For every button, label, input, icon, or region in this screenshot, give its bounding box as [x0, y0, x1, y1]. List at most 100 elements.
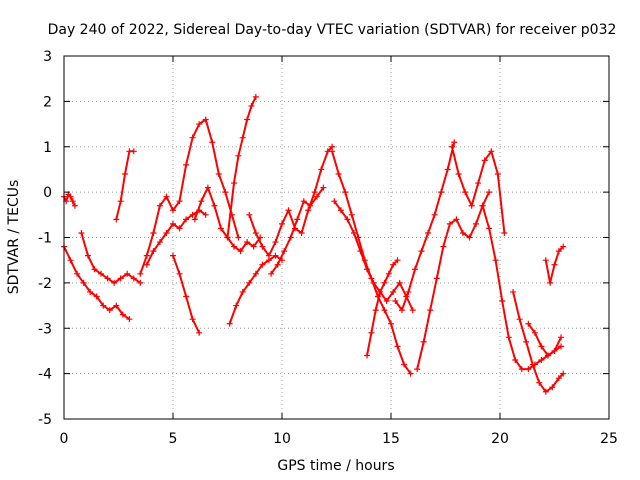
data-point: [466, 234, 473, 241]
data-point: [106, 307, 113, 314]
data-point: [555, 248, 562, 255]
data-point: [401, 361, 408, 368]
data-point: [93, 293, 100, 300]
data-point: [246, 279, 253, 286]
data-point: [320, 184, 327, 191]
data-point: [137, 279, 144, 286]
data-point: [368, 329, 375, 336]
data-point: [444, 166, 451, 173]
data-point: [183, 161, 190, 168]
data-point: [536, 379, 543, 386]
data-point: [305, 207, 312, 214]
data-point: [274, 261, 281, 268]
data-point: [252, 93, 259, 100]
series-trace: [80, 232, 141, 284]
data-point: [246, 211, 253, 218]
series-trace: [527, 323, 562, 357]
data-point: [268, 270, 275, 277]
data-point: [183, 293, 190, 300]
data-point: [459, 229, 466, 236]
series-sat-t: [510, 288, 567, 395]
series-sat-f: [143, 207, 209, 268]
data-point: [265, 252, 272, 259]
data-point: [473, 220, 480, 227]
data-point: [414, 366, 421, 373]
data-point: [499, 298, 506, 305]
data-point: [381, 279, 388, 286]
data-point: [163, 193, 170, 200]
data-point: [252, 229, 259, 236]
x-tick-label: 10: [273, 431, 291, 447]
data-point: [163, 229, 170, 236]
data-point: [137, 270, 144, 277]
series-sat-k: [246, 143, 336, 259]
data-point: [446, 220, 453, 227]
data-point: [259, 243, 266, 250]
data-point: [510, 288, 517, 295]
series-trace: [228, 254, 283, 325]
data-point: [84, 252, 91, 259]
x-tick-label: 5: [169, 431, 178, 447]
data-point: [191, 216, 198, 223]
data-point: [67, 257, 74, 264]
data-point: [250, 243, 257, 250]
data-point: [385, 270, 392, 277]
data-point: [170, 252, 176, 259]
data-point: [300, 198, 307, 205]
y-tick-label: 0: [43, 185, 52, 201]
series-sat-m: [329, 148, 414, 377]
series-trace: [416, 191, 491, 370]
data-point: [98, 270, 105, 277]
data-point: [518, 366, 525, 373]
y-tick-label: -5: [38, 412, 52, 428]
data-point: [329, 148, 336, 155]
data-point: [272, 239, 279, 246]
data-point: [411, 266, 418, 273]
data-point: [231, 180, 238, 187]
data-point: [189, 211, 196, 218]
data-point: [440, 243, 447, 250]
data-point: [486, 189, 493, 196]
data-point: [170, 220, 176, 227]
y-tick-label: -4: [38, 367, 52, 383]
data-point: [196, 329, 203, 336]
data-point: [405, 288, 412, 295]
y-tick-label: -1: [38, 231, 52, 247]
data-point: [431, 211, 438, 218]
data-point: [285, 207, 292, 214]
data-point: [481, 157, 488, 164]
data-point: [113, 216, 120, 223]
data-point: [486, 225, 493, 232]
data-point: [538, 357, 545, 364]
data-point: [100, 302, 107, 309]
data-point: [170, 207, 176, 214]
data-point: [544, 352, 551, 359]
data-point: [516, 316, 523, 323]
data-point: [462, 189, 469, 196]
data-point: [523, 338, 530, 345]
data-point: [279, 220, 285, 227]
data-point: [488, 148, 495, 155]
data-point: [226, 320, 233, 327]
x-tick-label: 0: [60, 431, 69, 447]
data-point: [372, 307, 379, 314]
data-point: [189, 316, 196, 323]
data-point: [551, 261, 558, 268]
series-trace: [366, 259, 399, 356]
series-trace: [331, 151, 412, 375]
data-point: [71, 202, 78, 209]
data-point: [91, 266, 98, 273]
data-point: [453, 216, 460, 223]
data-point: [244, 116, 251, 123]
series-sat-s: [479, 202, 565, 373]
data-point: [294, 216, 301, 223]
data-point: [244, 239, 251, 246]
data-point: [505, 334, 512, 341]
series-trace: [115, 150, 134, 220]
data-point: [122, 170, 129, 177]
data-point: [409, 307, 416, 314]
data-point: [80, 279, 87, 286]
data-point: [67, 193, 74, 200]
data-point: [222, 189, 229, 196]
data-point: [126, 316, 133, 323]
